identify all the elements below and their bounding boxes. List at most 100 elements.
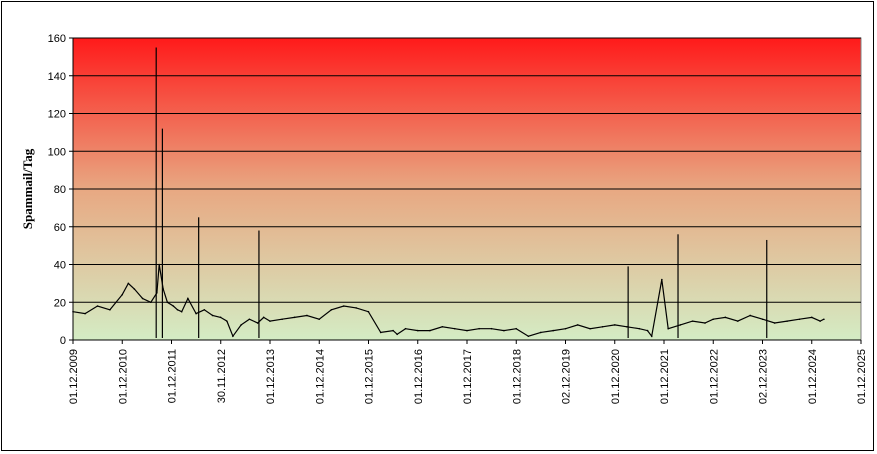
- x-tick-label: 30.11.2012: [216, 349, 228, 403]
- data-point: [441, 325, 444, 328]
- data-point: [704, 322, 706, 324]
- data-point: [226, 320, 228, 322]
- data-point: [638, 327, 641, 330]
- data-point: [211, 314, 214, 317]
- data-point: [736, 320, 739, 322]
- data-point: [121, 293, 124, 296]
- data-point: [404, 327, 407, 330]
- data-point: [503, 329, 505, 332]
- data-point: [773, 322, 776, 324]
- y-tick-labels: 0 20 40 60 80 100 120 140 160: [48, 33, 66, 347]
- x-tick-label: 01.12.2025: [856, 349, 868, 404]
- data-point: [141, 297, 144, 300]
- data-point: [416, 329, 419, 332]
- data-point: [490, 327, 493, 330]
- data-point: [466, 329, 468, 332]
- x-tick-label: 01.12.2017: [462, 349, 474, 404]
- x-tick-labels: 01.12.2009 01.12.2010 01.12.2011 30.11.2012…: [68, 349, 868, 404]
- data-point: [392, 329, 394, 332]
- data-point: [342, 305, 345, 307]
- x-tick-label: 01.12.2021: [659, 349, 671, 404]
- data-point: [262, 316, 265, 319]
- data-point: [195, 312, 197, 315]
- gridlines: [73, 37, 861, 303]
- x-tick-label: 01.12.2013: [265, 349, 277, 404]
- data-point: [823, 318, 825, 321]
- data-point: [355, 307, 357, 309]
- data-point: [176, 309, 179, 311]
- x-tick-label: 01.12.2018: [511, 349, 523, 404]
- data-point: [84, 312, 86, 315]
- data-point: [281, 318, 283, 321]
- data-point: [589, 327, 591, 330]
- data-point: [539, 331, 542, 334]
- axes: [69, 37, 862, 344]
- data-point: [429, 329, 431, 332]
- data-point: [293, 316, 296, 319]
- y-tick-label: 80: [54, 184, 66, 196]
- data-point: [306, 314, 308, 317]
- data-point: [109, 309, 111, 311]
- data-point: [318, 318, 321, 321]
- x-tick-label: 02.12.2023: [758, 349, 770, 404]
- y-tick-label: 120: [48, 109, 66, 121]
- data-point: [379, 331, 382, 334]
- data-point: [127, 282, 130, 285]
- data-point: [203, 309, 206, 311]
- data-point: [679, 324, 682, 326]
- x-tick-label: 01.12.2009: [68, 349, 80, 404]
- data-point: [626, 325, 628, 328]
- data-point: [650, 335, 653, 338]
- data-point: [453, 327, 456, 330]
- data-point: [761, 318, 764, 321]
- data-point: [724, 316, 727, 319]
- data-point: [133, 288, 136, 290]
- series-group: [72, 47, 825, 338]
- data-point: [601, 325, 604, 328]
- data-point: [798, 318, 801, 321]
- data-point: [527, 335, 530, 338]
- data-point: [240, 324, 242, 326]
- x-tick-label: 01.12.2014: [314, 349, 326, 404]
- data-point: [232, 335, 234, 338]
- data-point: [661, 278, 663, 281]
- data-point: [613, 324, 616, 326]
- data-point: [564, 327, 567, 330]
- data-point: [552, 329, 554, 332]
- data-point: [180, 310, 183, 313]
- y-tick-label: 60: [54, 222, 66, 234]
- data-point: [712, 318, 715, 321]
- data-point: [96, 305, 99, 307]
- x-tick-label: 01.12.2010: [117, 349, 129, 404]
- x-tick-label: 01.12.2024: [807, 349, 819, 404]
- data-point: [187, 297, 189, 300]
- x-tick-label: 02.12.2019: [561, 349, 573, 404]
- data-point: [166, 301, 169, 304]
- x-tick-label: 01.12.2016: [413, 349, 425, 404]
- data-point: [248, 318, 251, 321]
- y-tick-label: 20: [54, 297, 66, 309]
- data-point: [819, 320, 821, 322]
- x-tick-label: 01.12.2022: [708, 349, 720, 404]
- x-tick-label: 01.12.2020: [610, 349, 622, 404]
- data-point: [158, 263, 160, 266]
- y-tick-label: 140: [48, 71, 66, 83]
- data-point: [396, 333, 398, 336]
- data-point: [691, 320, 694, 322]
- x-tick-label: 01.12.2015: [364, 349, 376, 404]
- data-point: [150, 301, 152, 304]
- data-point: [667, 327, 669, 330]
- data-point: [646, 329, 649, 332]
- y-axis-label: Spammail/Tag: [20, 148, 35, 229]
- x-tick-label: 01.12.2011: [167, 349, 179, 403]
- data-point: [576, 324, 579, 326]
- y-tick-label: 40: [54, 260, 66, 272]
- data-point: [172, 305, 175, 307]
- data-point: [330, 309, 333, 311]
- data-point: [219, 316, 222, 319]
- data-point: [515, 327, 518, 330]
- y-tick-label: 100: [48, 146, 66, 158]
- data-point: [478, 327, 480, 330]
- data-point: [786, 320, 788, 322]
